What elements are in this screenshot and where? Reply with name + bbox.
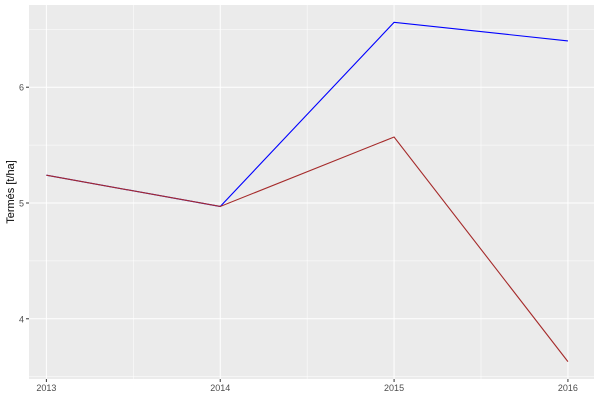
y-axis: 4 5 6 <box>19 83 29 324</box>
series-line-2 <box>46 136 569 362</box>
x-tick-label: 2013 <box>36 383 56 393</box>
series-lines <box>46 21 569 362</box>
x-tick-label: 2016 <box>558 383 578 393</box>
y-tick-label: 4 <box>19 314 24 324</box>
y-tick-label: 6 <box>19 83 24 93</box>
y-axis-label: Termés [t/ha] <box>5 160 17 224</box>
grid-major <box>29 5 594 379</box>
x-tick-label: 2014 <box>210 383 230 393</box>
x-axis: 2013 2014 2015 2016 <box>36 379 578 393</box>
x-tick-label: 2015 <box>384 383 404 393</box>
y-tick-label: 5 <box>19 199 24 209</box>
plot-panel <box>29 5 594 379</box>
grid-minor <box>29 5 594 379</box>
